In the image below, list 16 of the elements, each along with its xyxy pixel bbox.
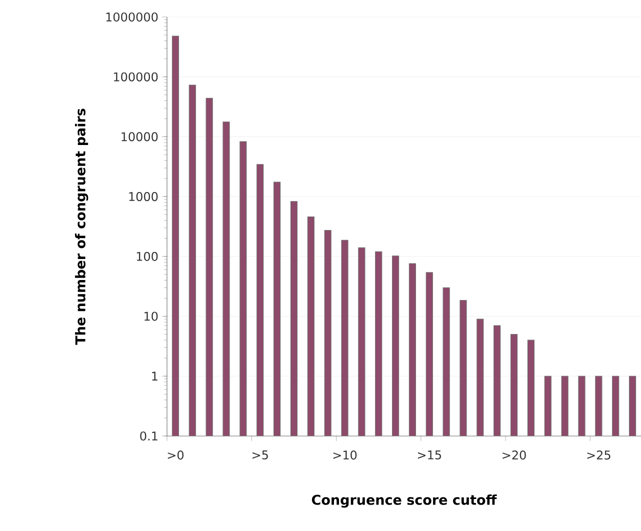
x-tick-label: >15	[418, 450, 442, 460]
x-tick-label: >0	[168, 450, 184, 460]
y-tick-label: 1000000	[106, 12, 158, 22]
y-tick-label: 10000	[122, 132, 158, 142]
y-tick-label: 0.1	[140, 431, 158, 441]
x-tick-label: >20	[502, 450, 526, 460]
y-axis-title: The number of congruent pairs	[74, 108, 88, 345]
y-tick-label: 100	[136, 252, 158, 261]
x-tick-label: >25	[587, 450, 610, 460]
x-tick-label: >5	[252, 450, 268, 460]
y-tick-label: 1	[152, 372, 158, 381]
y-tick-label: 1000	[129, 192, 158, 202]
y-tick-label: 10	[144, 312, 158, 321]
y-tick-label: 100000	[114, 72, 158, 82]
x-axis-title: Congruence score cutoff	[312, 494, 497, 508]
x-tick-label: >10	[333, 450, 357, 460]
